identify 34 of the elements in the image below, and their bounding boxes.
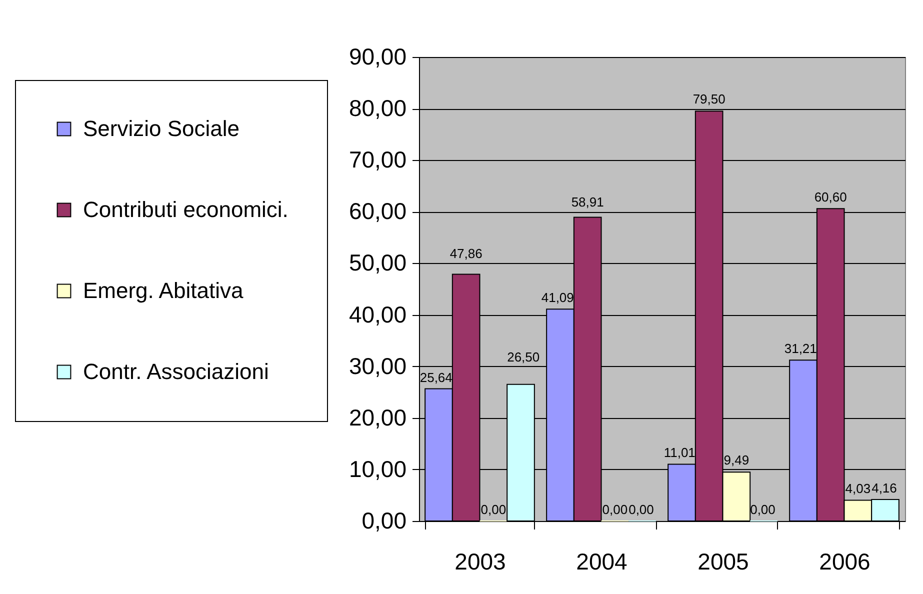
data-label: 41,09 [541,290,574,306]
x-tick-label: 2004 [576,548,628,574]
data-label: 58,91 [571,194,604,210]
y-tick-label: 60,00 [348,198,406,224]
legend-label: Servizio Sociale [83,116,240,141]
x-tick-label: 2005 [698,548,749,574]
legend-label: Contr. Associazioni [83,359,269,384]
data-label: 9,49 [724,452,750,468]
y-tick-label: 70,00 [348,146,406,173]
legend-label: Contributi economici. [83,197,288,222]
y-tick-label: 50,00 [348,250,406,276]
x-tick-label: 2003 [454,548,506,574]
data-label: 11,01 [664,445,696,460]
y-tick-label: 90,00 [348,44,406,70]
data-label: 60,60 [814,190,847,205]
data-label: 0,00 [628,502,654,517]
data-label: 4,16 [872,480,897,496]
x-tick-label: 2006 [819,548,870,574]
y-tick-label: 10,00 [348,456,406,482]
data-label: 47,86 [450,246,482,262]
legend-label: Emerg. Abitativa [83,278,244,303]
data-label: 79,50 [692,92,726,107]
data-label: 4,03 [845,481,871,496]
y-tick-label: 0,00 [362,508,406,534]
data-label: 26,50 [507,349,540,364]
y-tick-label: 80,00 [348,95,406,122]
data-label: 0,00 [480,502,506,517]
data-label: 0,00 [750,502,776,517]
data-label: 0,00 [602,502,628,517]
y-tick-label: 30,00 [348,352,406,379]
y-tick-label: 20,00 [348,404,406,430]
data-label: 31,21 [784,341,817,356]
data-label: 25,64 [420,370,452,385]
y-tick-label: 40,00 [348,301,406,328]
